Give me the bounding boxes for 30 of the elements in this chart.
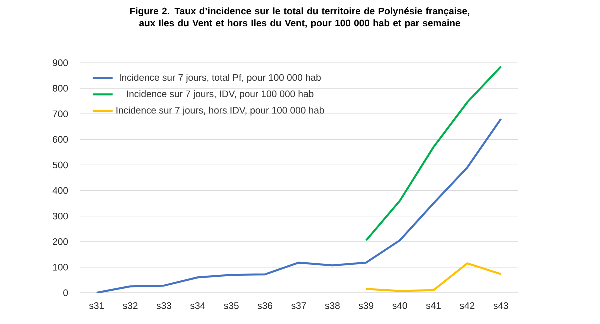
y-tick-label: 100 [53, 264, 68, 271]
x-tick-label: s35 [224, 302, 239, 310]
line-series [365, 262, 502, 292]
y-tick-label: 200 [53, 238, 68, 246]
y-tick-label: 900 [53, 60, 68, 66]
x-tick-label: s32 [123, 302, 138, 310]
x-tick-label: s33 [156, 302, 172, 310]
line-series [96, 118, 502, 293]
x-tick-label: s42 [460, 302, 475, 310]
legend-label: Incidence sur 7 jours, IDV, pour 100 000 hab [127, 90, 314, 100]
x-tick-label: s40 [392, 302, 408, 310]
legend-label: Incidence sur 7 jours, total Pf, pour 100 000 hab [120, 74, 321, 83]
x-tick-label: s34 [190, 302, 206, 310]
x-tick-label: s36 [258, 302, 273, 310]
x-tick-label: s39 [358, 302, 374, 310]
chart-title: Figure 2. Taux d’incidence sur le total du territoire de Polynésie française, aux Iles du Vent et hors Iles du Vent, pour 100 000 hab et par semaine [130, 8, 470, 28]
y-tick-label: 700 [53, 110, 68, 118]
y-tick-label: 500 [53, 162, 68, 169]
y-tick-label: 800 [53, 85, 68, 92]
y-tick-label: 600 [53, 136, 68, 144]
x-tick-label: s37 [292, 302, 306, 310]
x-tick-label: s31 [89, 302, 104, 310]
line-series [365, 66, 502, 242]
x-tick-label: s43 [494, 302, 508, 310]
y-tick-label: 300 [52, 212, 68, 220]
x-tick-label: s38 [325, 302, 340, 310]
y-tick-label: 0 [64, 290, 68, 296]
y-tick-label: 400 [52, 187, 68, 194]
x-tick-label: s41 [426, 302, 441, 310]
legend-label: Incidence sur 7 jours, hors IDV, pour 100 000 hab [116, 106, 324, 116]
